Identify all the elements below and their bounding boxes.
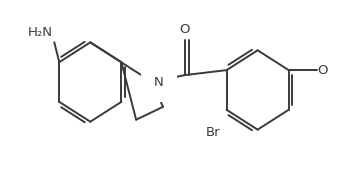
Text: O: O	[318, 64, 328, 77]
Text: N: N	[154, 75, 164, 89]
Text: H₂N: H₂N	[27, 26, 52, 39]
Text: Br: Br	[205, 126, 220, 139]
Text: O: O	[180, 23, 190, 36]
